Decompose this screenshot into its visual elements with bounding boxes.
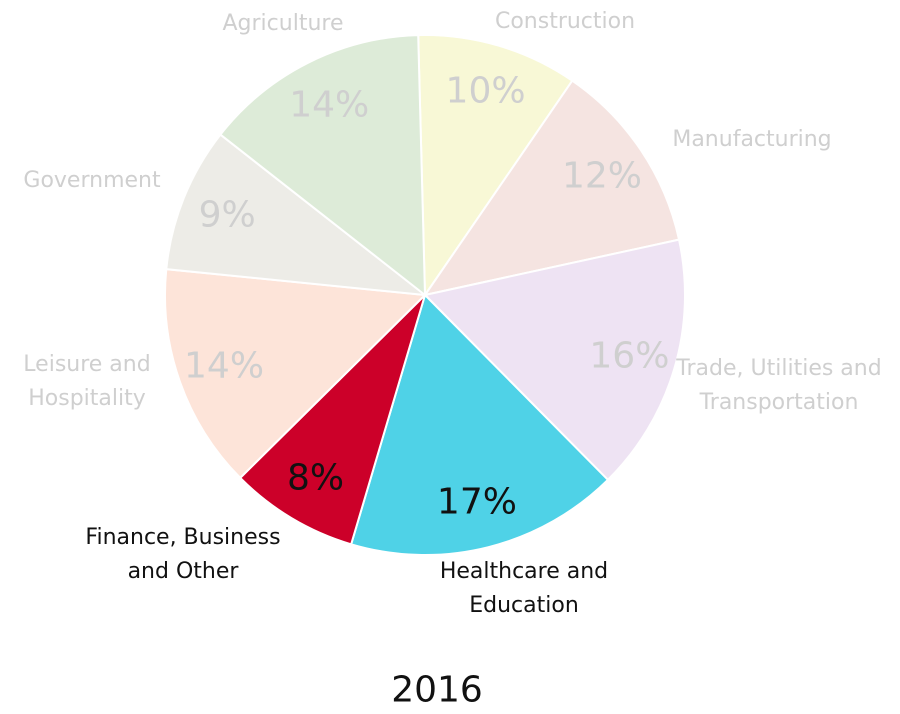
slice-label: Construction — [494, 9, 636, 34]
pie-slice — [165, 133, 429, 297]
slice-label: Healthcare and Education — [439, 559, 609, 618]
pie-slice — [423, 238, 686, 482]
pie-slice — [238, 294, 426, 546]
slice-label: Manufacturing — [672, 127, 832, 152]
pie-slice — [417, 34, 574, 299]
slice-label: Finance, Business and Other — [85, 525, 281, 584]
value-label: 10% — [445, 70, 526, 112]
value-label: 9% — [198, 194, 256, 236]
value-label: 8% — [286, 457, 345, 499]
slice-label: Agriculture — [222, 11, 344, 36]
value-label: 14% — [184, 345, 265, 387]
pie-slice — [422, 79, 681, 297]
pie-slice — [349, 293, 610, 556]
pie-slice — [218, 34, 427, 298]
slice-label: Trade, Utilities and Transportation — [676, 356, 882, 415]
pie-slice — [164, 268, 428, 480]
value-label: 17% — [436, 481, 517, 523]
chart-title: 2016 — [391, 669, 483, 711]
value-label: 16% — [589, 335, 670, 377]
slice-label: Leisure and Hospitality — [23, 352, 151, 411]
value-label: 14% — [289, 84, 370, 126]
value-label: 12% — [561, 155, 642, 197]
slice-label: Government — [23, 168, 161, 193]
